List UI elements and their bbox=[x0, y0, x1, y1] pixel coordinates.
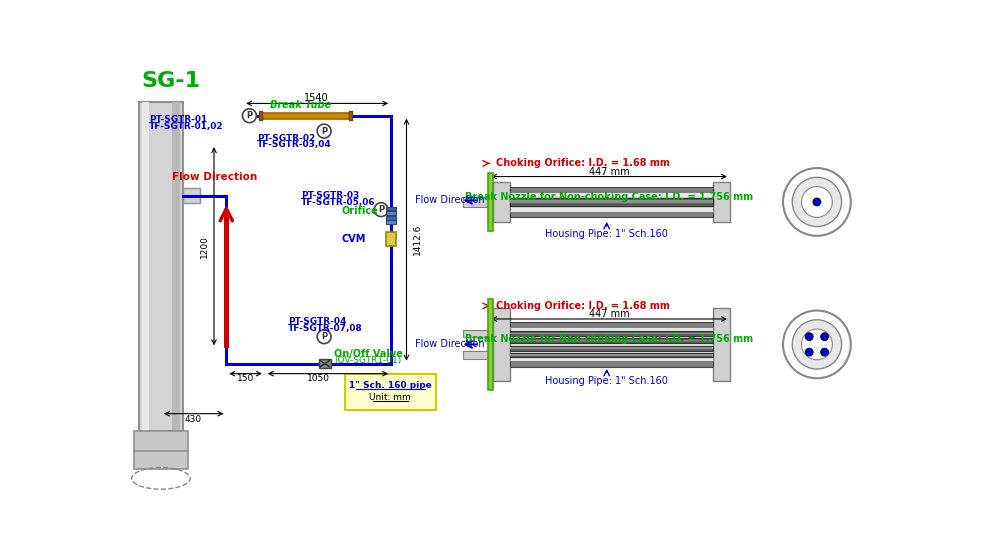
Text: TF-SGTR-03,04: TF-SGTR-03,04 bbox=[258, 141, 332, 150]
Text: (OV-SGTR1-01): (OV-SGTR1-01) bbox=[334, 356, 402, 365]
Bar bbox=[510, 192, 713, 212]
Bar bbox=[510, 322, 713, 328]
Bar bbox=[349, 111, 352, 120]
Bar bbox=[387, 216, 396, 220]
Text: TF-SGTR-01,02: TF-SGTR-01,02 bbox=[149, 122, 223, 131]
Circle shape bbox=[793, 320, 842, 369]
Bar bbox=[387, 207, 396, 211]
Text: TF-SGTR-05,06: TF-SGTR-05,06 bbox=[301, 198, 376, 207]
Bar bbox=[510, 354, 713, 356]
Text: P: P bbox=[321, 127, 328, 136]
Bar bbox=[183, 188, 200, 203]
Circle shape bbox=[318, 124, 331, 138]
Circle shape bbox=[783, 310, 851, 379]
Text: TF-SGTR-07,08: TF-SGTR-07,08 bbox=[288, 324, 363, 333]
Bar bbox=[510, 333, 713, 334]
Text: Housing Pipe: 1" Sch.160: Housing Pipe: 1" Sch.160 bbox=[545, 376, 668, 386]
Text: 1200: 1200 bbox=[200, 235, 209, 258]
Bar bbox=[510, 347, 713, 349]
Bar bbox=[510, 332, 713, 336]
Text: On/Off Valve: On/Off Valve bbox=[334, 349, 403, 358]
Bar bbox=[510, 346, 713, 351]
Circle shape bbox=[806, 348, 813, 356]
Text: PT-SGTR-02: PT-SGTR-02 bbox=[258, 133, 316, 143]
Bar bbox=[488, 299, 493, 390]
Circle shape bbox=[802, 186, 833, 217]
Text: 430: 430 bbox=[185, 414, 202, 423]
Text: 447 mm: 447 mm bbox=[589, 309, 629, 319]
Circle shape bbox=[821, 348, 829, 356]
Bar bbox=[510, 353, 713, 357]
Text: P: P bbox=[246, 111, 253, 120]
Text: 1" Sch. 160 pipe: 1" Sch. 160 pipe bbox=[349, 381, 432, 390]
Text: PT-SGTR-04: PT-SGTR-04 bbox=[288, 317, 347, 326]
Text: P: P bbox=[321, 332, 328, 341]
Bar bbox=[713, 182, 729, 222]
Text: 1050: 1050 bbox=[308, 374, 331, 383]
Bar bbox=[464, 330, 488, 338]
Circle shape bbox=[793, 178, 842, 227]
Text: CVM: CVM bbox=[342, 234, 366, 244]
Bar bbox=[464, 351, 488, 359]
Bar bbox=[713, 308, 729, 381]
Circle shape bbox=[813, 198, 821, 206]
Text: Choking Orifice: I.D. = 1.68 mm: Choking Orifice: I.D. = 1.68 mm bbox=[496, 158, 669, 169]
Bar bbox=[510, 361, 713, 367]
Text: Flow Direction: Flow Direction bbox=[415, 339, 484, 349]
Circle shape bbox=[318, 330, 331, 344]
Circle shape bbox=[802, 329, 833, 360]
Bar bbox=[510, 328, 713, 361]
Bar bbox=[387, 211, 396, 215]
Bar bbox=[510, 340, 713, 341]
Circle shape bbox=[806, 333, 813, 340]
Text: Flow Direction: Flow Direction bbox=[172, 171, 258, 181]
Text: SG-1: SG-1 bbox=[141, 71, 200, 91]
Bar bbox=[386, 232, 397, 246]
Circle shape bbox=[374, 203, 388, 217]
Circle shape bbox=[242, 109, 257, 123]
Bar bbox=[510, 338, 713, 343]
Bar bbox=[488, 172, 493, 231]
Text: Flow Direction: Flow Direction bbox=[415, 195, 484, 206]
Text: PT-SGTR-03: PT-SGTR-03 bbox=[301, 192, 360, 200]
Text: Orifice: Orifice bbox=[342, 206, 379, 216]
Bar bbox=[259, 111, 262, 120]
Bar bbox=[510, 200, 713, 203]
Text: Break Nozzle for Non-choking Case: I.D. = 1.756 mm: Break Nozzle for Non-choking Case: I.D. … bbox=[465, 334, 754, 344]
Text: Break Tube: Break Tube bbox=[271, 100, 332, 110]
Bar bbox=[134, 431, 187, 452]
Text: 1540: 1540 bbox=[304, 93, 329, 103]
Text: 150: 150 bbox=[236, 374, 255, 383]
Bar bbox=[261, 113, 350, 119]
Text: P: P bbox=[378, 205, 384, 214]
Text: PT-SGTR-01: PT-SGTR-01 bbox=[149, 115, 207, 124]
Text: 1412.6: 1412.6 bbox=[413, 224, 422, 255]
Bar bbox=[224, 209, 228, 348]
Circle shape bbox=[783, 168, 851, 236]
Circle shape bbox=[821, 333, 829, 340]
Text: Break Nozzle for Non-choking Case: I.D. = 1.756 mm: Break Nozzle for Non-choking Case: I.D. … bbox=[465, 192, 754, 202]
Text: Choking Orifice: I.D. = 1.68 mm: Choking Orifice: I.D. = 1.68 mm bbox=[496, 301, 669, 311]
Text: Unit: mm: Unit: mm bbox=[370, 393, 411, 402]
Bar bbox=[345, 375, 436, 410]
Bar bbox=[510, 212, 713, 217]
Bar bbox=[510, 186, 713, 192]
Bar bbox=[387, 221, 396, 224]
Bar bbox=[493, 308, 510, 381]
Bar bbox=[134, 451, 187, 469]
Text: Housing Pipe: 1" Sch.160: Housing Pipe: 1" Sch.160 bbox=[545, 229, 668, 239]
Text: 447 mm: 447 mm bbox=[589, 167, 629, 177]
Bar bbox=[464, 197, 488, 207]
Bar bbox=[510, 198, 713, 206]
Bar bbox=[319, 359, 331, 368]
Bar bbox=[138, 102, 183, 431]
Bar bbox=[493, 182, 510, 222]
Bar bbox=[172, 102, 180, 431]
Bar bbox=[141, 102, 149, 431]
